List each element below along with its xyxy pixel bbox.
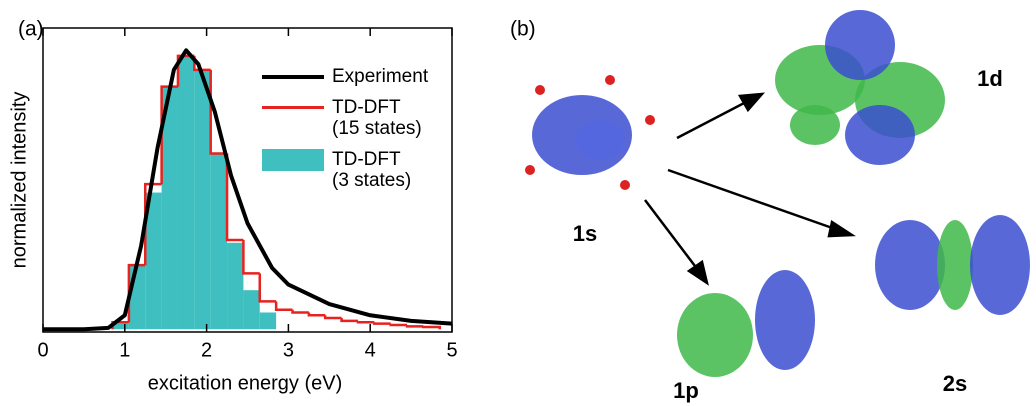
histogram-bar <box>194 69 211 330</box>
histogram-step <box>356 320 375 324</box>
state-label: 1d <box>977 66 1003 91</box>
x-tick-label: 4 <box>365 339 376 361</box>
axes-frame <box>42 27 453 333</box>
histogram-step <box>274 301 293 311</box>
histogram-step <box>340 318 358 323</box>
legend: Experiment TD-DFT (15 states) TD-DFT (3 st… <box>262 66 428 201</box>
arrows <box>644 92 856 286</box>
orbital-1s <box>525 75 655 190</box>
histogram-bar <box>243 290 260 330</box>
histogram-step <box>422 325 441 330</box>
state-label: 1p <box>673 378 699 403</box>
x-tick-label: 5 <box>446 339 457 361</box>
histogram-step <box>225 153 244 242</box>
histogram-step <box>373 322 391 325</box>
histogram-step <box>389 323 408 327</box>
histogram-step <box>242 239 260 275</box>
histogram-step <box>323 315 342 320</box>
histogram-bar <box>177 55 195 330</box>
histogram-step <box>405 325 424 328</box>
histogram-bar <box>227 242 244 330</box>
histogram-step <box>258 273 277 303</box>
x-tick-label: 2 <box>201 339 212 361</box>
legend-item: TD-DFT (3 states) <box>262 149 428 191</box>
legend-item: Experiment <box>262 66 428 87</box>
legend-swatch <box>262 97 324 117</box>
histogram-bar <box>210 153 228 330</box>
plot-area <box>43 48 453 332</box>
x-axis-label: excitation energy (eV) <box>148 372 343 394</box>
histogram-bar <box>259 312 277 330</box>
legend-label: TD-DFT (15 states) <box>332 97 422 139</box>
histogram-step <box>144 182 162 266</box>
state-label: 1s <box>573 221 597 246</box>
x-tick-label: 0 <box>37 339 48 361</box>
legend-label: TD-DFT (3 states) <box>332 149 412 191</box>
histogram-step <box>160 85 178 185</box>
line <box>43 48 453 332</box>
panel-label: (a) <box>18 18 44 41</box>
histogram-step <box>307 312 326 317</box>
orbital-2s <box>875 215 1030 315</box>
legend-label: Experiment <box>332 66 429 87</box>
y-axis-label: normalized intensity <box>8 92 30 269</box>
histogram-bar <box>145 192 162 330</box>
x-tick-label: 3 <box>283 339 294 361</box>
panel-label: (b) <box>510 18 536 41</box>
histogram-bar <box>161 86 178 330</box>
state-label: 2s <box>943 371 967 396</box>
histogram-bar <box>128 265 146 330</box>
legend-swatch <box>262 149 324 171</box>
histogram-step <box>291 309 309 314</box>
histogram-bar <box>112 323 129 330</box>
orbital-1p <box>677 270 815 377</box>
legend-item: TD-DFT (15 states) <box>262 97 428 139</box>
legend-swatch <box>262 66 324 86</box>
x-tick-label: 1 <box>119 339 130 361</box>
orbital-1d <box>775 10 945 165</box>
